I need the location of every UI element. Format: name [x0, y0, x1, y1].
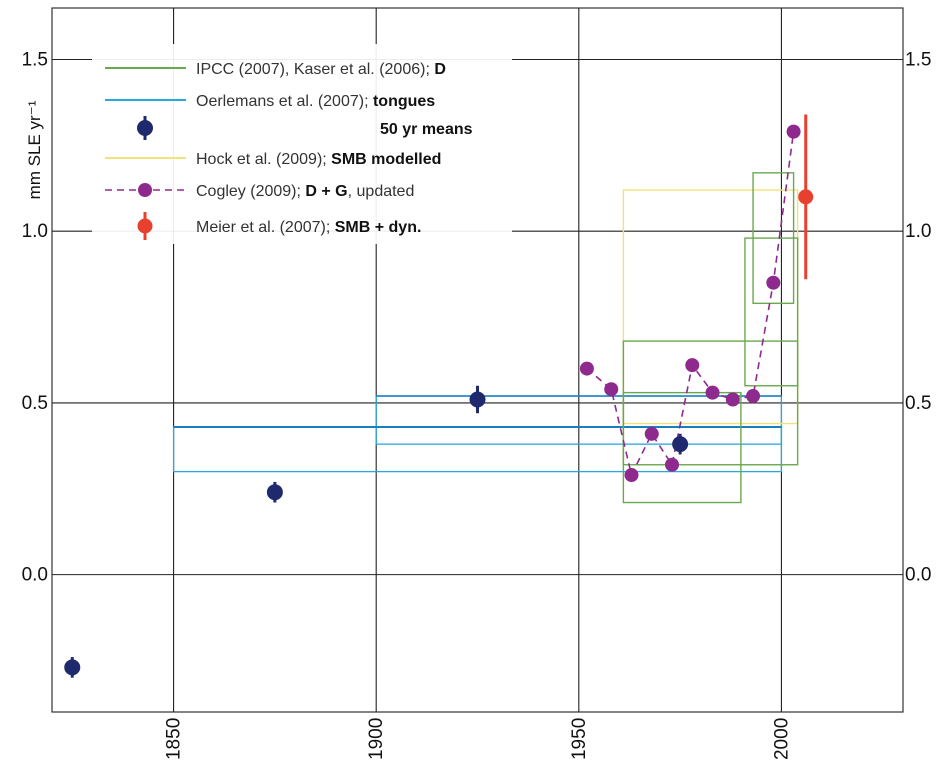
- x-tick-label: 1950: [569, 718, 590, 760]
- cogley-point: [705, 385, 720, 400]
- axis-layer: 1850 1900 1950 2000 0.0 0.0 0.5 0.5 1.0 1.0 1.5 1.5…: [22, 50, 932, 760]
- cogley-point: [604, 382, 619, 397]
- mean-point: [266, 484, 283, 501]
- cogley-point: [579, 361, 594, 376]
- legend-label-hock: Hock et al. (2009); SMB modelled: [196, 151, 441, 168]
- legend-label-meier: Meier et al. (2007); SMB + dyn.: [196, 219, 421, 236]
- legend-bold-hock: SMB modelled: [331, 151, 441, 168]
- mean-point: [64, 659, 81, 676]
- legend-label-cogley: Cogley (2009); D + G, updated: [196, 183, 414, 200]
- legend-meier-swatch: [137, 218, 153, 234]
- legend-text-hock: Hock et al. (2009);: [196, 151, 331, 168]
- cogley-point: [746, 389, 761, 404]
- y-tick-label-left: 0.5: [22, 393, 48, 414]
- cogley-point: [644, 426, 659, 441]
- x-tick-label: 1850: [164, 718, 185, 760]
- legend-means-swatch: [137, 120, 153, 136]
- mean-point: [469, 391, 486, 408]
- legend-label-oerlemans: Oerlemans et al. (2007); tongues: [196, 93, 435, 110]
- ipcc-box: [622, 340, 799, 466]
- cogley-point: [624, 468, 639, 483]
- cogley-point: [665, 457, 680, 472]
- data-layer: [64, 114, 814, 678]
- plot-frame: [51, 7, 904, 713]
- legend-suffix-cogley: , updated: [348, 183, 415, 200]
- legend-cogley-swatch: [138, 183, 152, 197]
- cogley-point: [786, 124, 801, 139]
- ipcc-box: [744, 237, 799, 387]
- legend-text-oerlemans: Oerlemans et al. (2007);: [196, 93, 373, 110]
- y-tick-label-right: 0.5: [905, 393, 931, 414]
- y-tick-label-right: 1.5: [905, 50, 931, 71]
- y-tick-label-left: 1.5: [22, 50, 48, 71]
- legend-bold-cogley: D + G: [305, 183, 347, 200]
- legend-label-means: 50 yr means: [380, 121, 473, 138]
- mean-point: [672, 436, 689, 453]
- y-tick-label-right: 0.0: [905, 565, 931, 586]
- legend-text-meier: Meier et al. (2007);: [196, 219, 335, 236]
- legend-bold-meier: SMB + dyn.: [335, 219, 422, 236]
- legend-bold-oerlemans: tongues: [373, 93, 435, 110]
- legend-background: [92, 44, 512, 244]
- y-tick-label-right: 1.0: [905, 221, 931, 242]
- legend-label-ipcc: IPCC (2007), Kaser et al. (2006); D: [196, 61, 446, 78]
- legend-text-cogley: Cogley (2009);: [196, 183, 305, 200]
- legend-text-ipcc: IPCC (2007), Kaser et al. (2006);: [196, 61, 434, 78]
- meier-point: [798, 189, 814, 205]
- legend-bold-ipcc: D: [434, 61, 446, 78]
- x-tick-label: 2000: [771, 718, 792, 760]
- cogley-point: [766, 275, 781, 290]
- legend-bold-means: 50 yr means: [380, 121, 473, 138]
- x-tick-label: 1900: [366, 718, 387, 760]
- cogley-point: [685, 358, 700, 373]
- ipcc-box: [752, 172, 795, 305]
- legend: IPCC (2007), Kaser et al. (2006); D Oerle…: [92, 44, 512, 244]
- y-tick-label-left: 0.0: [22, 565, 48, 586]
- y-tick-label-left: 1.0: [22, 221, 48, 242]
- cogley-point: [725, 392, 740, 407]
- y-axis-title: mm SLE yr⁻¹: [25, 100, 44, 199]
